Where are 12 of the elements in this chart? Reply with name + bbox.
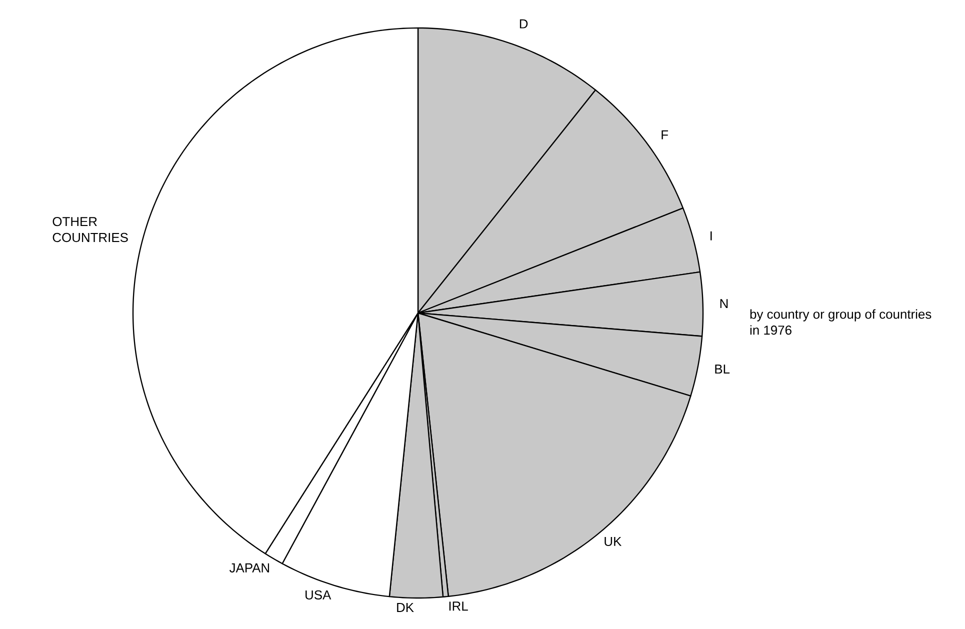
slice-label: I	[710, 231, 712, 240]
text: by country or group of countries in 1976	[750, 309, 932, 335]
slice-label: DK	[397, 603, 414, 612]
slice-label: IRL	[449, 602, 468, 611]
slice-label: UK	[604, 536, 622, 546]
slice-label: D	[520, 19, 528, 28]
slice-label: F	[662, 130, 668, 140]
slice-label: USA	[306, 590, 332, 600]
slice-label: BL	[715, 364, 730, 374]
slice-label: OTHER COUNTRIES	[52, 216, 128, 242]
slice-label: JAPAN	[229, 563, 270, 572]
slice-label: N	[720, 299, 728, 308]
